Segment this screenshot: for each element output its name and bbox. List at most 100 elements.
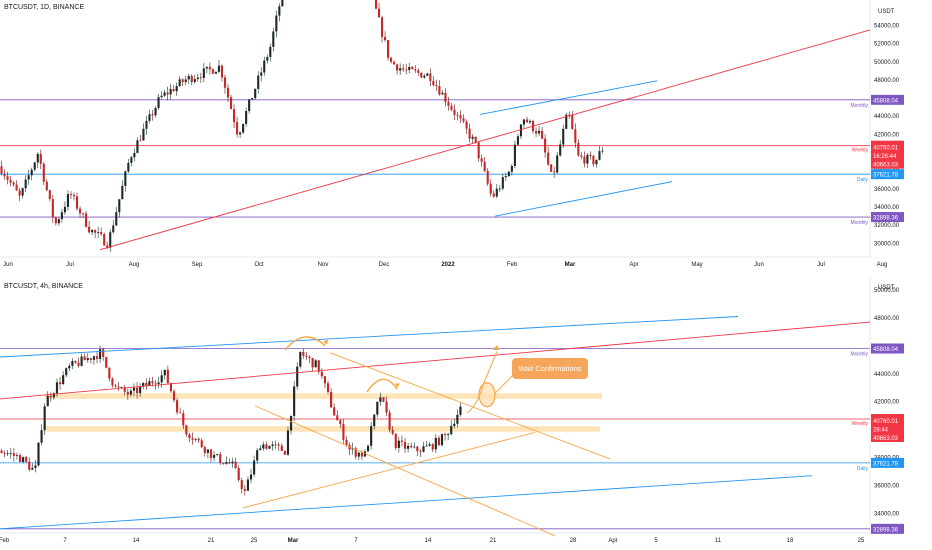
channel-top-line xyxy=(479,80,658,115)
candle-body xyxy=(118,199,121,213)
x-tick-label: May xyxy=(691,262,702,268)
candle-body xyxy=(519,124,523,137)
level-label: Monthly xyxy=(850,220,868,226)
candle-body xyxy=(108,367,111,379)
candle-body xyxy=(231,461,234,464)
candle-body xyxy=(468,128,471,139)
candle-body xyxy=(516,136,519,145)
candle-body xyxy=(534,131,538,134)
candle-body xyxy=(212,454,216,458)
level-tag xyxy=(871,343,904,354)
y-tick-label: 30000.00 xyxy=(874,241,900,247)
candle-body xyxy=(528,120,532,123)
candle-body xyxy=(278,6,281,16)
candle-body xyxy=(437,437,440,446)
candle-body xyxy=(598,151,601,160)
candle-body xyxy=(78,208,82,214)
price-tag xyxy=(871,142,904,152)
candle-body xyxy=(544,138,547,153)
candle-body xyxy=(317,360,320,372)
candle-body xyxy=(441,92,444,95)
candle-body xyxy=(450,425,453,435)
candle-body xyxy=(222,462,225,464)
level-tag xyxy=(871,212,904,223)
level-label: Daily xyxy=(857,466,869,472)
candle-body xyxy=(94,230,97,233)
candle-body xyxy=(399,68,402,71)
x-tick-label: Dec xyxy=(379,262,390,268)
candle-body xyxy=(379,397,382,402)
price-tag xyxy=(871,159,904,169)
price-tag-text: 16:26:44 xyxy=(873,154,897,160)
candle-body xyxy=(71,360,74,366)
candle-body xyxy=(48,190,51,200)
channel-bottom-line xyxy=(494,181,673,217)
candle-body xyxy=(21,188,24,196)
candle-body xyxy=(263,60,266,73)
candle-body xyxy=(163,369,166,376)
x-tick-label: Aug xyxy=(129,262,140,268)
candle-body xyxy=(214,71,217,74)
candle-body xyxy=(345,439,348,445)
level-tag-text: 45808.04 xyxy=(873,98,899,104)
candle-body xyxy=(36,153,39,163)
candle-body xyxy=(357,452,360,457)
level-tag-text: 37621.78 xyxy=(873,461,899,467)
candle-body xyxy=(391,429,394,434)
candle-body xyxy=(0,166,3,174)
candle-body xyxy=(176,400,179,413)
y-tick-label: 44000.00 xyxy=(874,372,900,378)
level-label: Weekly xyxy=(852,148,869,154)
candle-body xyxy=(259,448,262,451)
candle-body xyxy=(456,114,459,116)
candle-body xyxy=(249,474,253,480)
candle-body xyxy=(268,445,271,449)
candle-body xyxy=(148,114,151,121)
red-trendline xyxy=(99,29,871,251)
candle-body xyxy=(111,378,114,386)
level-tag xyxy=(871,94,904,105)
candle-body xyxy=(254,88,257,99)
candle-body xyxy=(280,445,283,451)
candle-body xyxy=(382,397,385,402)
candle-body xyxy=(68,365,71,369)
candle-body xyxy=(471,136,474,139)
candle-body xyxy=(85,213,88,227)
currency-label: USDT xyxy=(878,9,895,15)
price-tag xyxy=(871,424,904,434)
candle-body xyxy=(299,351,302,367)
candle-body xyxy=(63,206,66,213)
confirmation-oval xyxy=(478,382,496,408)
candle-body xyxy=(260,72,263,76)
candle-body xyxy=(595,159,598,165)
x-tick-label: Jun xyxy=(3,262,13,268)
candle-body xyxy=(106,245,109,248)
candle-body xyxy=(459,406,462,415)
x-tick-label: 14 xyxy=(133,538,140,544)
x-tick-label: 7 xyxy=(63,538,67,544)
arrow-head xyxy=(323,339,328,345)
candle-body xyxy=(257,75,260,89)
candle-body xyxy=(184,79,187,83)
candle-body xyxy=(403,442,407,449)
price-tag-text: 40663.03 xyxy=(873,163,899,169)
candle-body xyxy=(178,79,181,86)
candle-body xyxy=(429,73,432,81)
candle-body xyxy=(127,162,130,172)
candle-body xyxy=(39,153,42,164)
x-tick-label: Apr xyxy=(608,538,617,544)
candle-body xyxy=(480,158,483,162)
candle-body xyxy=(42,163,45,182)
candle-body xyxy=(393,61,396,65)
candle-body xyxy=(366,445,370,452)
x-tick-label: Jul xyxy=(817,262,825,268)
candle-body xyxy=(72,195,76,197)
candle-body xyxy=(52,393,55,398)
candle-body xyxy=(160,95,163,98)
candle-body xyxy=(216,454,219,455)
price-tag xyxy=(871,433,904,443)
candle-body xyxy=(151,381,154,384)
candle-body xyxy=(601,150,604,152)
candle-body xyxy=(199,77,202,79)
candle-body xyxy=(246,479,250,491)
